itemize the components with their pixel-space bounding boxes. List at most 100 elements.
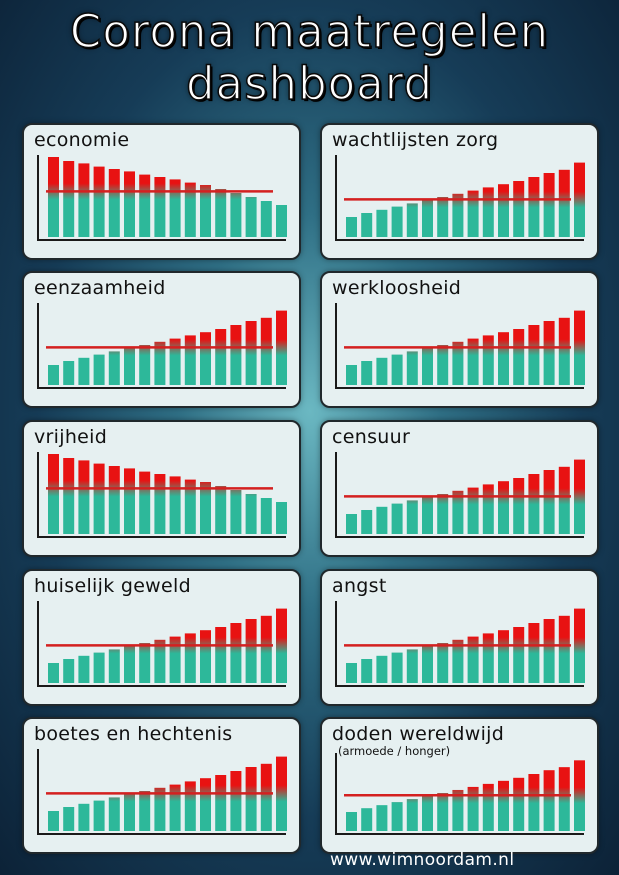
- bar-4: [391, 652, 403, 683]
- bar-11: [498, 481, 509, 534]
- bar-chart: [335, 452, 585, 538]
- bar-14: [543, 470, 555, 534]
- bar-15: [260, 498, 272, 534]
- bar-11: [200, 185, 211, 237]
- chart-axes: [37, 601, 286, 687]
- bar-1: [48, 454, 59, 534]
- bar-10: [482, 783, 494, 831]
- chart-panel-2: wachtlijsten zorg: [320, 123, 599, 260]
- bar-5: [406, 649, 418, 683]
- bar-chart: [37, 452, 287, 538]
- bar-10: [482, 187, 494, 237]
- bar-9: [467, 636, 479, 683]
- bar-14: [245, 321, 257, 385]
- bar-5: [406, 799, 418, 831]
- bar-9: [467, 786, 479, 831]
- footer-url[interactable]: www.wimnoordam.nl: [330, 850, 515, 870]
- chart-axes: [37, 749, 286, 835]
- chart-panel-7: huiselijk geweld: [22, 569, 301, 706]
- bar-15: [558, 767, 570, 831]
- bar-15: [558, 466, 570, 534]
- bar-3: [376, 506, 388, 534]
- bar-3: [78, 803, 90, 831]
- bar-4: [391, 503, 403, 534]
- bar-3: [78, 163, 90, 237]
- bar-3: [376, 805, 388, 831]
- bar-10: [482, 484, 494, 534]
- bar-9: [169, 784, 181, 831]
- bar-1: [346, 514, 357, 534]
- bar-chart: [335, 601, 585, 687]
- chart-axes: [335, 303, 584, 389]
- bar-7: [139, 345, 151, 385]
- bar-8: [452, 341, 464, 385]
- bar-7: [139, 791, 151, 831]
- bar-2: [361, 213, 373, 237]
- bar-11: [498, 780, 509, 831]
- bar-7: [437, 494, 449, 534]
- bar-1: [346, 812, 357, 831]
- bar-15: [260, 201, 272, 237]
- bar-13: [528, 774, 540, 831]
- chart-axes: [335, 155, 584, 241]
- bar-2: [63, 458, 75, 534]
- title-line-2: dashboard: [185, 57, 434, 111]
- bar-11: [498, 184, 509, 237]
- bar-10: [184, 335, 196, 385]
- bar-6: [124, 646, 135, 683]
- bar-16: [276, 756, 287, 831]
- bar-9: [467, 338, 479, 385]
- bar-13: [230, 193, 242, 237]
- bar-8: [154, 177, 166, 237]
- chart-panel-3: eenzaamheid: [22, 271, 301, 408]
- chart-panel-10: doden wereldwijd (armoede / honger): [320, 717, 599, 854]
- bar-chart: [335, 753, 585, 835]
- bar-chart: [37, 601, 287, 687]
- chart-panel-4: werkloosheid: [320, 271, 599, 408]
- bar-14: [245, 619, 257, 683]
- bar-16: [574, 608, 585, 683]
- bar-2: [63, 807, 75, 831]
- chart-title: doden wereldwijd: [332, 723, 505, 745]
- bar-10: [482, 335, 494, 385]
- bar-2: [361, 808, 373, 831]
- bar-12: [215, 627, 227, 683]
- bar-4: [93, 463, 105, 534]
- bar-2: [63, 161, 75, 237]
- bar-15: [558, 317, 570, 385]
- bar-4: [93, 800, 105, 831]
- bar-chart: [335, 155, 585, 241]
- bar-6: [422, 348, 433, 385]
- chart-axes: [335, 601, 584, 687]
- bar-chart: [37, 303, 287, 389]
- bar-9: [467, 190, 479, 237]
- bar-8: [154, 639, 166, 683]
- bar-6: [422, 200, 433, 237]
- bar-12: [215, 775, 227, 831]
- chart-title: economie: [34, 129, 130, 151]
- bar-2: [63, 361, 75, 385]
- bar-6: [124, 171, 135, 237]
- bar-chart: [37, 749, 287, 835]
- chart-title: boetes en hechtenis: [34, 723, 233, 745]
- bar-4: [391, 206, 403, 237]
- bar-3: [376, 357, 388, 385]
- bar-1: [48, 663, 59, 683]
- bar-6: [422, 497, 433, 534]
- bar-14: [543, 619, 555, 683]
- bar-13: [528, 474, 540, 534]
- bar-14: [245, 767, 257, 831]
- bar-1: [48, 811, 59, 831]
- bar-10: [184, 182, 196, 237]
- bar-8: [452, 490, 464, 534]
- bar-4: [391, 354, 403, 385]
- bar-15: [558, 169, 570, 237]
- bar-11: [200, 630, 211, 683]
- chart-title: huiselijk geweld: [34, 575, 191, 597]
- bar-12: [513, 627, 525, 683]
- bar-12: [513, 478, 525, 534]
- chart-axes: [335, 753, 584, 835]
- bar-2: [63, 659, 75, 683]
- bar-3: [376, 655, 388, 683]
- bar-5: [108, 466, 120, 534]
